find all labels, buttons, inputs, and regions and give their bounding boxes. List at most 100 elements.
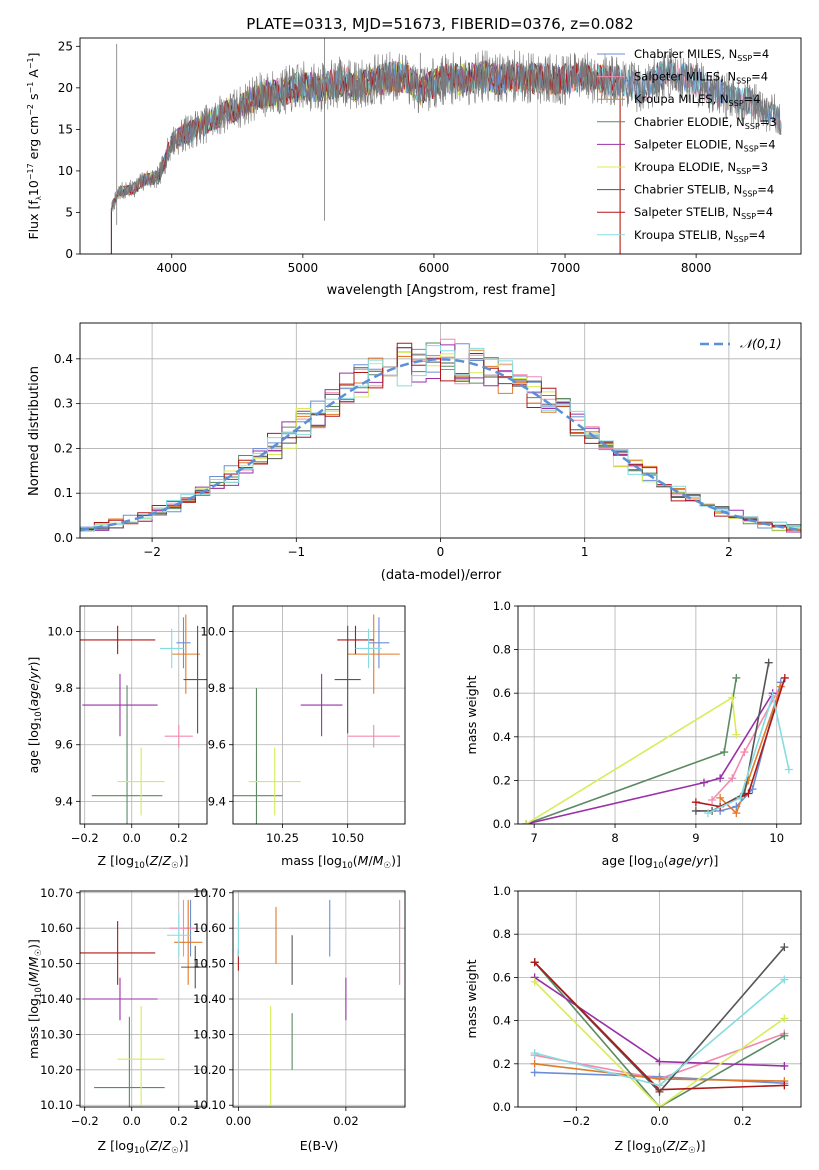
x-tick-label: 0.02: [333, 1114, 359, 1128]
weight-marker: [780, 943, 789, 952]
y-tick-label: 9.8: [208, 681, 226, 695]
x-axis-label-part: )]: [179, 853, 189, 868]
x-tick-label: −0.2: [71, 1114, 99, 1128]
weight-marker: [530, 958, 539, 967]
y-tick-label: 10.40: [193, 992, 226, 1006]
weight-marker: [780, 1081, 789, 1090]
x-axis-label-part: Z: [162, 1138, 172, 1153]
x-tick-label: 0.0: [123, 831, 141, 845]
legend-entry: Chabrier STELIB, NSSP=4: [634, 183, 774, 199]
x-axis-label-part: /: [675, 1138, 680, 1153]
legend-value: =3: [751, 160, 768, 174]
x-tick-label: 10.50: [331, 831, 364, 845]
y-axis-label-part: mass [log: [26, 998, 41, 1059]
residual-histogram: [80, 342, 801, 531]
axes-frame: [79, 890, 208, 1108]
x-tick-label: 2: [725, 545, 733, 559]
weight-marker: [691, 806, 700, 815]
legend-entry: 𝒩(0,1): [740, 336, 782, 351]
y-tick-label: 0.2: [493, 773, 511, 787]
y-axis-label: mass [log10(M/M☉)]: [26, 939, 44, 1059]
weight-marker: [780, 1014, 789, 1023]
weight-marker: [728, 693, 737, 702]
x-axis-label-part: 10: [134, 861, 145, 871]
y-axis-label-part: yr: [26, 666, 41, 680]
y-tick-label: 10.20: [193, 1063, 226, 1077]
spectrum-lines: [110, 38, 782, 254]
y-axis-label-part: −2: [26, 104, 35, 116]
y-axis-label-part: erg cm: [26, 116, 41, 164]
weight-marker: [655, 1103, 664, 1107]
weight-marker: [530, 1068, 539, 1077]
y-tick-label: 0.3: [54, 397, 73, 411]
x-axis-label-part: )]: [391, 853, 401, 868]
x-axis-label-part: Z: [162, 853, 172, 868]
x-axis-label-part: ☉: [171, 861, 179, 871]
x-axis-label-part: mass [log: [281, 853, 342, 868]
gaussian-curve: [80, 358, 801, 532]
y-tick-label: 0.4: [493, 1014, 511, 1028]
y-tick-label: 0.0: [493, 817, 511, 831]
x-tick-label: 0: [437, 545, 445, 559]
figure-title: PLATE=0313, MJD=51673, FIBERID=0376, z=0…: [246, 15, 633, 33]
x-axis-label: age [log10(age/yr)]: [602, 853, 719, 871]
axes-frame: [517, 605, 802, 825]
y-axis-label-part: /: [26, 967, 41, 972]
weight-line: [711, 692, 778, 801]
x-tick-label: 8000: [681, 261, 712, 275]
x-axis-label-part: ☉: [383, 861, 391, 871]
y-axis-label-part: )]: [26, 657, 41, 667]
legend-value: =4: [756, 205, 773, 219]
y-tick-label: 20: [58, 81, 73, 95]
y-axis-label-part: A: [26, 69, 41, 82]
weight-marker: [530, 1059, 539, 1068]
weight-marker: [655, 1057, 664, 1066]
y-tick-label: 10.70: [40, 886, 73, 900]
y-tick-label: 1.0: [493, 884, 511, 898]
x-axis-label-part: (: [353, 853, 358, 868]
weight-marker: [736, 793, 745, 802]
x-tick-label: 7000: [550, 261, 581, 275]
y-tick-label: 1.0: [493, 599, 511, 613]
legend-subscript: SSP: [734, 235, 749, 244]
legend-value: =4: [759, 137, 776, 151]
x-axis-label: (data-model)/error: [381, 568, 502, 583]
x-axis-label-part: yr: [695, 853, 709, 868]
legend-entry: Chabrier MILES, NSSP=4: [634, 47, 769, 63]
y-tick-label: 0.4: [493, 730, 511, 744]
x-axis-label: wavelength [Angstrom, rest frame]: [327, 283, 556, 298]
weight-marker: [522, 820, 531, 824]
error-bars: [80, 614, 207, 824]
x-tick-label: 0.00: [226, 1114, 252, 1128]
weight-marker: [780, 1061, 789, 1070]
x-axis-label-part: 10: [134, 1146, 145, 1156]
weight-marker: [716, 774, 725, 783]
x-axis-label-part: /: [158, 853, 163, 868]
y-axis-label-part: age [log: [26, 722, 41, 773]
x-axis-label-part: )]: [709, 853, 719, 868]
weight-line: [534, 981, 785, 1107]
weight-marker: [720, 748, 729, 757]
legend-subscript: SSP: [737, 54, 752, 63]
axes-frame: [79, 37, 802, 255]
x-axis-label-part: Z: [149, 1138, 159, 1153]
y-axis-label-part: 10: [34, 987, 44, 998]
x-axis-label: Z [log10(Z/Z☉)]: [98, 1138, 189, 1156]
legend-value: =3: [760, 115, 777, 129]
y-axis-label-part: (: [26, 706, 41, 711]
x-tick-label: 6000: [419, 261, 450, 275]
axes-frame: [232, 605, 406, 825]
chart-z-age: −0.2 0.0 0.29.49.69.810.0Z [log10(Z/Z☉)]ag…: [26, 605, 208, 871]
y-axis-label-part: 10: [34, 711, 44, 722]
x-axis-label-part: Z: [149, 853, 159, 868]
y-axis-label-part: /: [26, 678, 41, 683]
weight-marker: [732, 730, 741, 739]
weight-marker: [740, 748, 749, 757]
x-axis-label-part: ☉: [688, 1146, 696, 1156]
plot-area: [80, 606, 207, 824]
x-tick-label: 0.0: [650, 1114, 668, 1128]
observed-spectrum-line: [111, 47, 782, 212]
weight-marker: [784, 765, 793, 774]
x-axis-label: Z [log10(Z/Z☉)]: [98, 853, 189, 871]
